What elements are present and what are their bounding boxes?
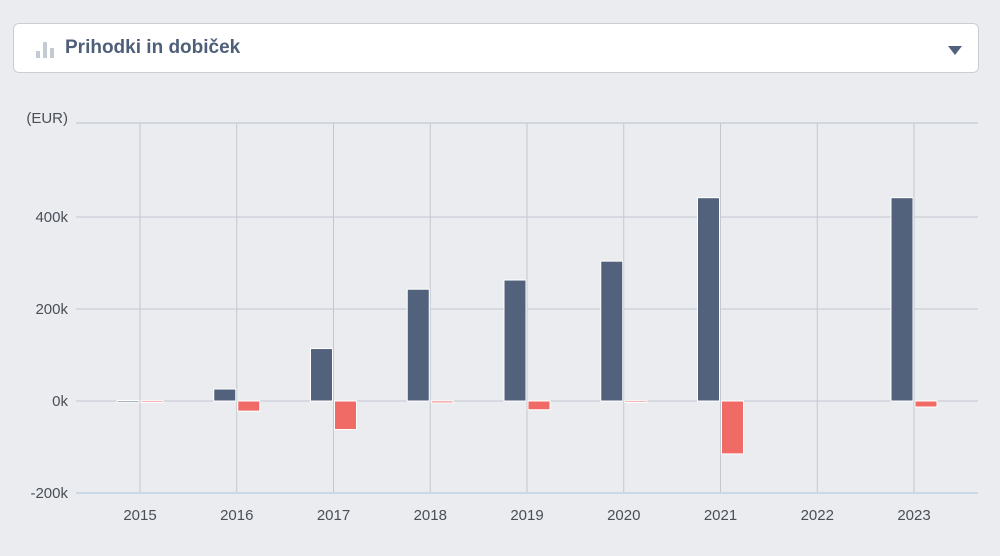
y-tick-label: -200k — [30, 485, 68, 502]
x-tick-label: 2020 — [607, 507, 640, 524]
bar-series1-2023 — [890, 197, 914, 402]
chart-labels: -200k 0k 200k 400k (EUR) 2015 2016 2017 2018 2019… — [26, 110, 930, 524]
x-tick-label: 2017 — [317, 507, 350, 524]
x-tick-label: 2018 — [414, 507, 447, 524]
y-unit-label: (EUR) — [26, 110, 68, 127]
bar-series2-2023 — [914, 400, 938, 408]
bar-series2-2018 — [430, 400, 454, 404]
bar-series1-2020 — [600, 260, 624, 402]
bar-series2-2015 — [140, 400, 164, 403]
y-tick-label: 400k — [35, 209, 68, 226]
x-tick-label: 2019 — [510, 507, 543, 524]
bar-series1-2019 — [503, 279, 527, 402]
x-tick-label: 2022 — [801, 507, 834, 524]
bar-series2-2016 — [237, 400, 261, 412]
bar-series1-2018 — [406, 288, 430, 402]
bar-series2-2021 — [721, 400, 744, 455]
x-tick-label: 2015 — [123, 507, 156, 524]
y-tick-label: 0k — [52, 393, 68, 410]
x-tick-label: 2021 — [704, 507, 737, 524]
bar-series2-2019 — [527, 400, 551, 411]
bar-series1-2015 — [116, 400, 140, 403]
chevron-down-icon[interactable] — [948, 46, 962, 55]
bar-series1-2016 — [213, 388, 237, 402]
chart-title: Prihodki in dobiček — [65, 37, 241, 58]
bar-series1-2017 — [310, 348, 333, 402]
chart-selector-dropdown[interactable]: Prihodki in dobiček — [13, 23, 979, 73]
x-tick-label: 2023 — [897, 507, 930, 524]
chart-grid — [76, 122, 978, 494]
bar-series1-2021 — [697, 197, 720, 402]
y-tick-label: 200k — [35, 301, 68, 318]
bar-series2-2020 — [624, 400, 648, 403]
chart-bars — [116, 197, 938, 455]
bar-series2-2017 — [334, 400, 357, 431]
x-tick-label: 2016 — [220, 507, 253, 524]
bar-chart-icon — [36, 42, 54, 58]
